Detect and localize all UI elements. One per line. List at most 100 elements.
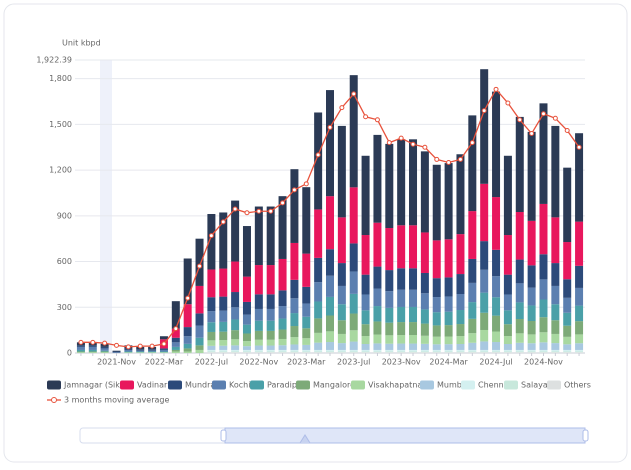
- zoom-handle[interactable]: [582, 429, 589, 442]
- bar-segment: [551, 320, 560, 334]
- bar-segment: [444, 277, 453, 297]
- bar-segment: [385, 322, 394, 336]
- legend-label: Kochi: [229, 381, 250, 390]
- bar-segment: [385, 335, 394, 344]
- bar-segment: [409, 289, 418, 307]
- zoom-window[interactable]: [224, 427, 586, 444]
- line-point: [434, 156, 440, 162]
- bar-segment: [302, 351, 311, 353]
- legend-label: Mumbai: [437, 381, 469, 390]
- bar-segment: [444, 336, 453, 345]
- legend-item[interactable]: Paradip: [250, 380, 297, 390]
- bar-segment: [456, 336, 465, 345]
- legend-label: Mangalore: [313, 381, 355, 390]
- bar-segment: [373, 266, 382, 289]
- bar-segment: [207, 297, 216, 312]
- bar-segment: [432, 312, 441, 326]
- bar-segment: [266, 349, 275, 352]
- bar-segment: [278, 196, 287, 259]
- legend-label: Visakhapatnam: [368, 381, 430, 390]
- bar-segment: [266, 320, 275, 331]
- bar-segment: [219, 321, 228, 332]
- bar-segment: [409, 349, 418, 352]
- legend-item[interactable]: Mundra: [168, 380, 215, 390]
- bar-segment: [136, 350, 145, 352]
- legend-item[interactable]: Others: [547, 380, 591, 390]
- bar-segment: [503, 235, 512, 275]
- bar-segment: [492, 315, 501, 332]
- legend-label: Chennai: [478, 381, 511, 390]
- bar-segment: [266, 330, 275, 340]
- bar-segment: [551, 285, 560, 305]
- bar-segment: [254, 320, 263, 331]
- legend-item[interactable]: Mangalore: [296, 380, 355, 390]
- bar-segment: [551, 333, 560, 344]
- legend-item[interactable]: Mumbai: [420, 380, 469, 390]
- bar-segment: [207, 331, 216, 341]
- bar-segment: [349, 313, 358, 331]
- bar-segment: [444, 351, 453, 353]
- bar-segment: [337, 125, 346, 218]
- bar-segment: [373, 134, 382, 223]
- bar-segment: [290, 313, 299, 327]
- bar-segment: [563, 279, 572, 298]
- bar-segment: [385, 270, 394, 292]
- legend-label: Mundra: [185, 381, 215, 390]
- bar-segment: [503, 155, 512, 236]
- bar-segment: [480, 341, 489, 350]
- bar-segment: [575, 133, 584, 222]
- bar-segment: [219, 268, 228, 297]
- bar-segment: [397, 306, 406, 323]
- bar-segment: [290, 242, 299, 280]
- bar-segment: [385, 343, 394, 350]
- bar-segment: [409, 351, 418, 353]
- bar-segment: [385, 291, 394, 308]
- bar-segment: [278, 306, 287, 319]
- bar-segment: [231, 352, 240, 353]
- legend-item[interactable]: 3 months moving average: [47, 396, 169, 405]
- bar-segment: [397, 322, 406, 336]
- bar-segment: [539, 279, 548, 300]
- bar-segment: [219, 212, 228, 269]
- bar-segment: [231, 200, 240, 262]
- bar-segment: [207, 352, 216, 353]
- bar-segment: [231, 261, 240, 293]
- bar-segment: [468, 352, 477, 353]
- legend-item[interactable]: Visakhapatnam: [351, 380, 430, 390]
- bar-segment: [503, 274, 512, 295]
- line-point: [457, 156, 463, 162]
- bar-segment: [563, 349, 572, 352]
- bar-segment: [409, 225, 418, 269]
- bar-segment: [278, 318, 287, 330]
- y-tick-label: 300: [57, 303, 72, 312]
- legend-item[interactable]: Chennai: [461, 380, 511, 390]
- data-zoom[interactable]: [79, 427, 589, 444]
- x-tick-label: 2024-Nov: [524, 358, 563, 367]
- bar-segment: [456, 351, 465, 353]
- legend-item[interactable]: Jamnagar (Sikka): [47, 380, 132, 390]
- bar-segment: [503, 324, 512, 337]
- legend-item[interactable]: Salaya: [504, 380, 548, 390]
- bar-segment: [219, 310, 228, 322]
- bar-segment: [266, 345, 275, 350]
- bar-segment: [219, 345, 228, 350]
- bar-segment: [254, 352, 263, 353]
- bar-segment: [100, 351, 109, 353]
- zoom-handle[interactable]: [220, 429, 227, 442]
- legend: Jamnagar (Sikka) Vadinar Mundra Kochi Paradi…: [47, 380, 591, 405]
- legend-label: Vadinar: [137, 381, 168, 390]
- legend-item[interactable]: Vadinar: [120, 380, 168, 390]
- bar-segment: [527, 349, 536, 352]
- bar-segment: [326, 342, 334, 350]
- bar-segment: [432, 297, 441, 313]
- bar-segment: [183, 336, 192, 344]
- bar-segment: [159, 336, 168, 340]
- legend-item[interactable]: Kochi: [212, 380, 250, 390]
- bar-segment: [171, 342, 180, 347]
- bar-segment: [361, 235, 370, 275]
- bar-segment: [278, 329, 287, 339]
- bar-segment: [527, 343, 536, 350]
- legend-swatch: [120, 380, 134, 390]
- bar-segment: [242, 226, 251, 277]
- bar-segment: [302, 328, 311, 339]
